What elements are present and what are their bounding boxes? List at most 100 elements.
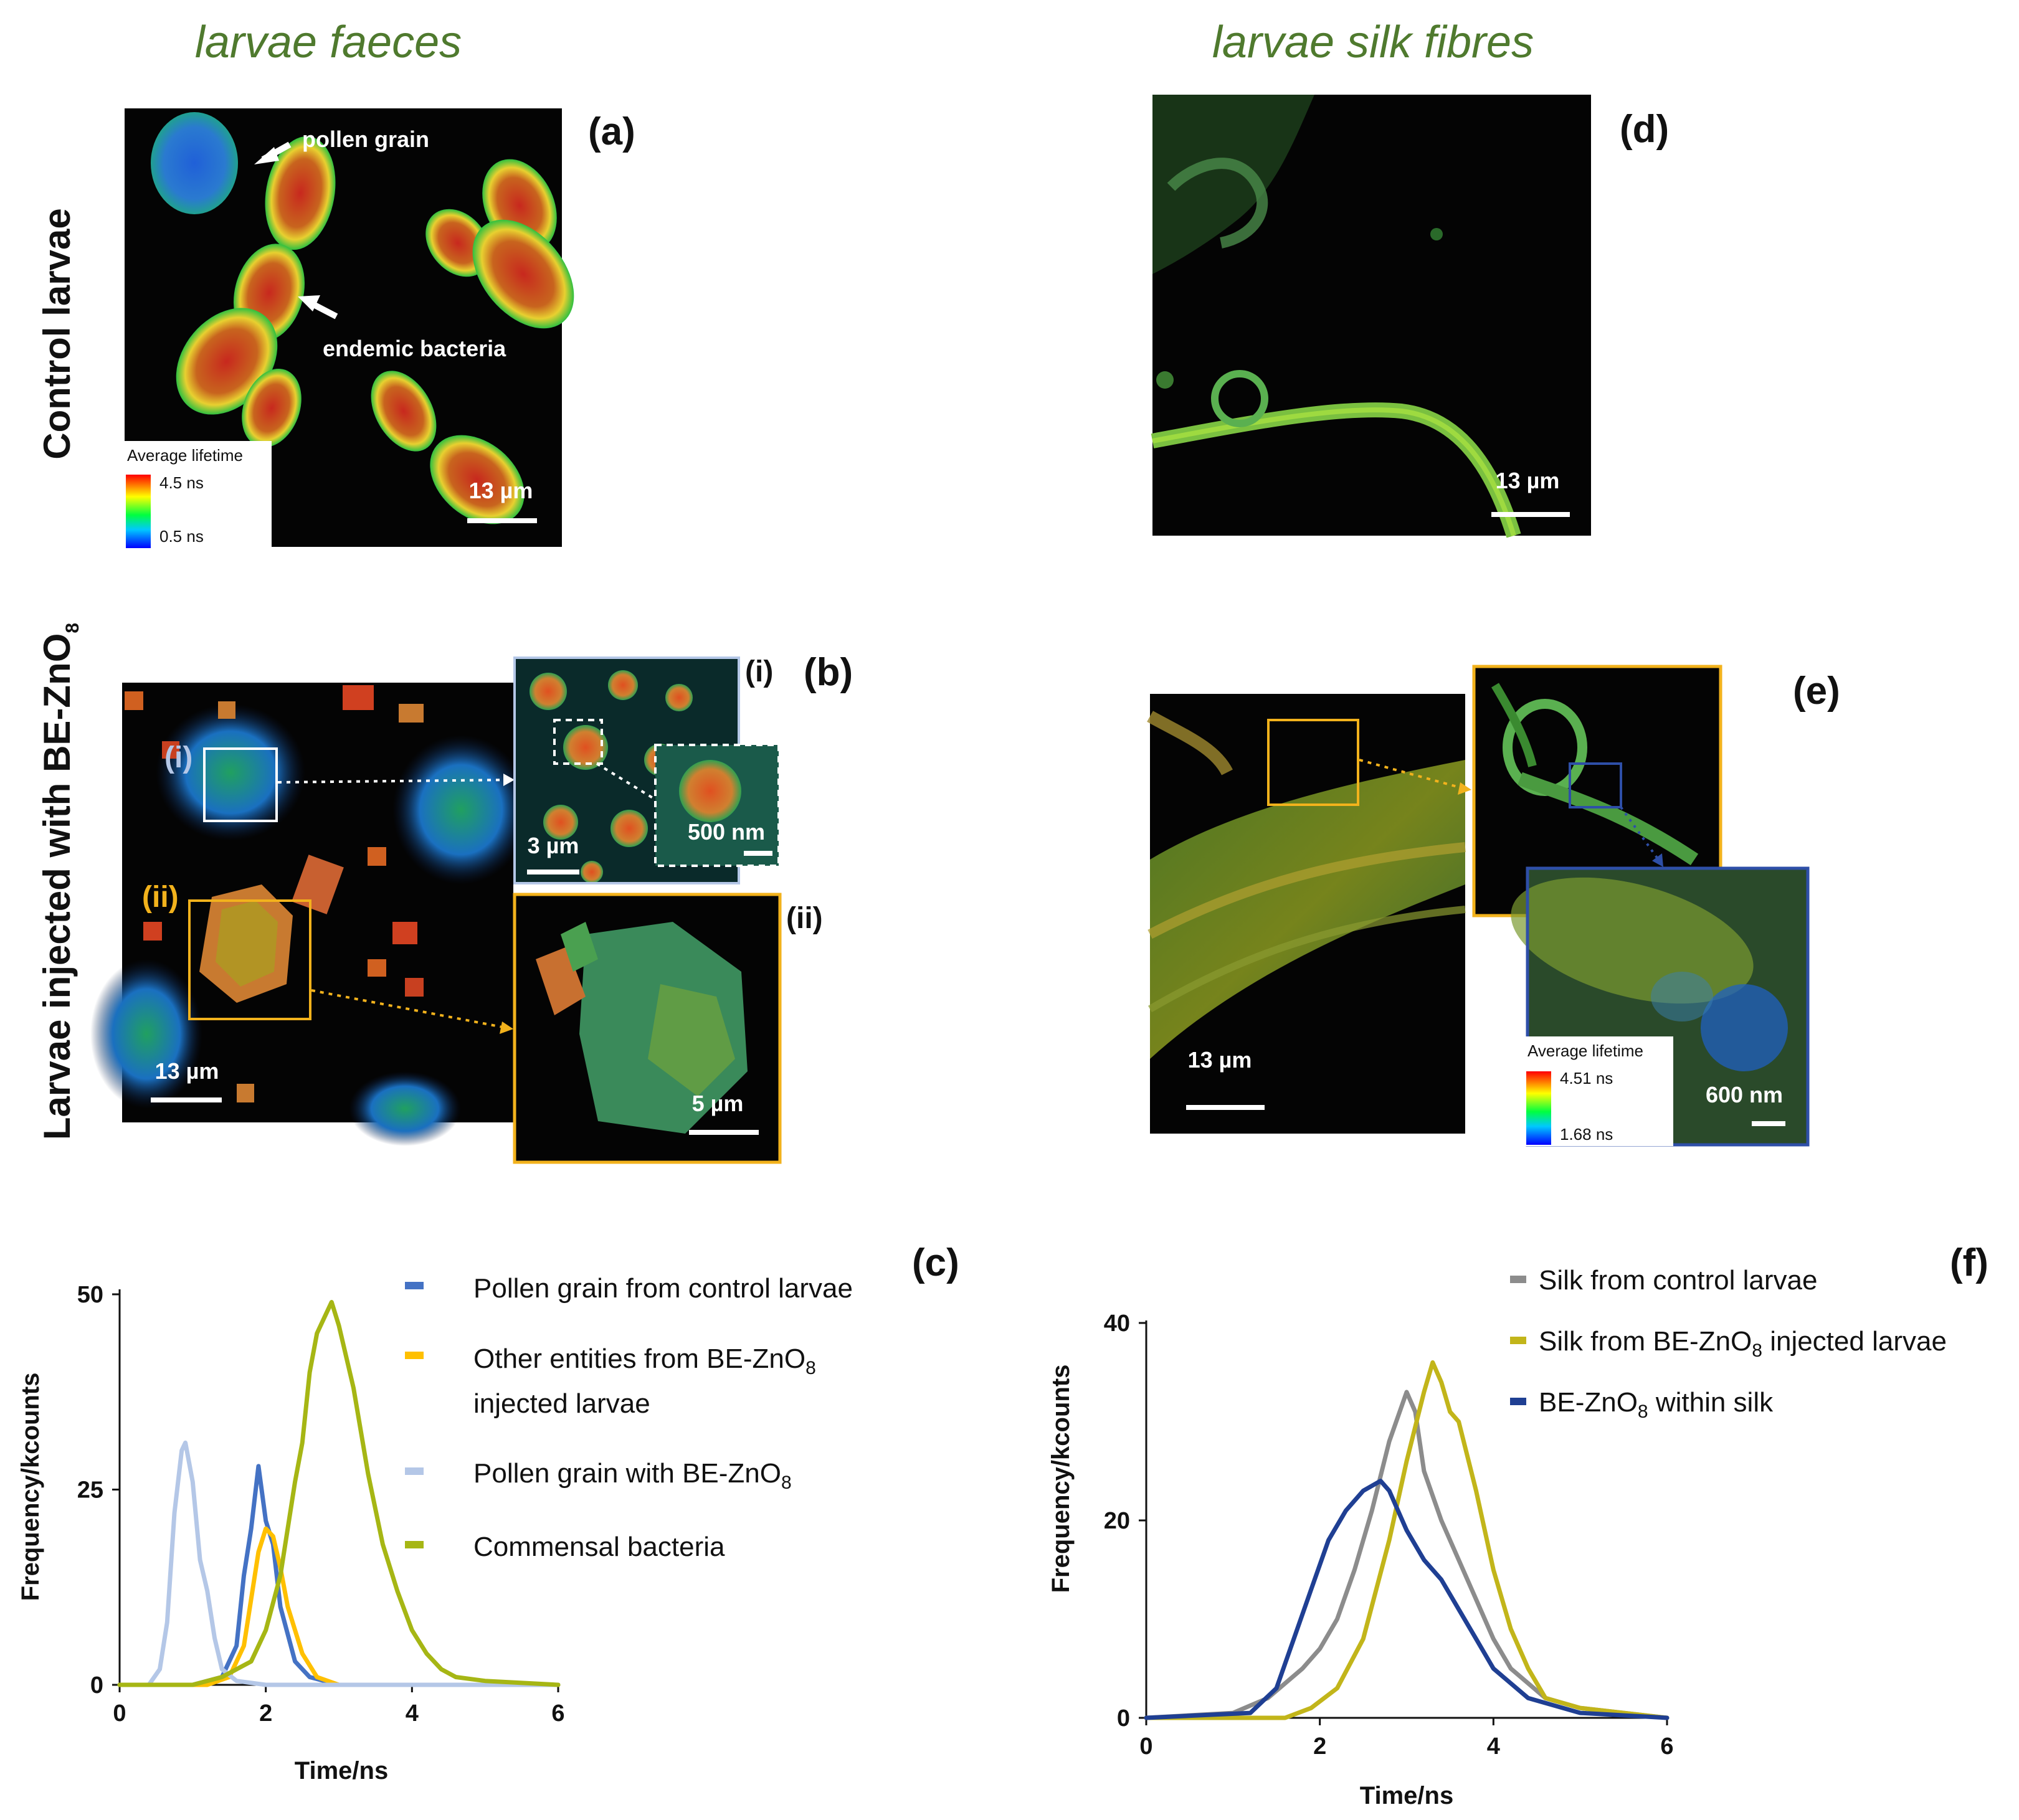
panel-d-scalebar-label: 13 µm <box>1496 468 1560 493</box>
chart-c-legend-swatch-1 <box>405 1352 424 1359</box>
panel-b-link-i <box>277 779 513 784</box>
panel-b-roi-ii <box>188 899 311 1020</box>
panel-e-zoom-scalebar-label: 600 nm <box>1706 1082 1783 1107</box>
chart-c-legend-swatch-0 <box>405 1282 424 1289</box>
panel-a-label: (a) <box>588 110 635 153</box>
panel-b-inset-ii-image <box>515 894 780 1162</box>
row-label-injected-larvae: Larvae injected with BE-ZnO8 <box>36 623 83 1140</box>
panel-b-inset-ii-label: (ii) <box>786 902 823 935</box>
panel-e-colorbar-min: 1.68 ns <box>1560 1125 1613 1144</box>
chart-f-series-line-0 <box>1144 1390 1670 1720</box>
panel-b-link-i-arrowhead <box>503 774 515 786</box>
chart-c-xtick-label-3: 6 <box>551 1700 564 1727</box>
chart-f: (f) 0 20 40 0 2 4 6 Time/ns Frequency/kcounts… <box>1047 1241 1988 1809</box>
chart-f-series-line-1 <box>1144 1360 1670 1720</box>
panel-b-inset-i-label: (i) <box>745 655 773 688</box>
row-label-control-larvae: Control larvae <box>36 208 78 459</box>
chart-c-legend-label-3: Commensal bacteria <box>473 1532 725 1562</box>
chart-f-ytick-label-1: 20 <box>1104 1508 1130 1534</box>
chart-c-ylabel: Frequency/kcounts <box>17 1373 44 1601</box>
panel-b-label: (b) <box>804 651 853 694</box>
chart-c-legend-label-0: Pollen grain from control larvae <box>473 1273 853 1304</box>
panel-a-pollen-label: pollen grain <box>302 126 429 152</box>
chart-c-legend: Pollen grain from control larvae Other e… <box>405 1273 853 1562</box>
panel-e-colorbar-title: Average lifetime <box>1527 1041 1643 1060</box>
chart-f-xtick-label-0: 0 <box>1139 1733 1152 1760</box>
chart-f-legend-label-2-sub: 8 <box>1638 1401 1648 1422</box>
chart-c: (c) 0 25 50 0 2 4 6 Time/ns Frequency/kcounts… <box>17 1241 959 1784</box>
panel-e-roi <box>1267 719 1359 806</box>
panel-e-scalebar-label: 13 µm <box>1188 1047 1252 1073</box>
chart-c-legend-label-2-prefix: Pollen grain with BE-ZnO <box>473 1458 781 1489</box>
chart-c-legend-label-1-sub: 8 <box>805 1358 816 1378</box>
chart-f-series-line-2 <box>1144 1479 1670 1720</box>
panel-b-inset-ii-frame <box>513 893 782 1164</box>
chart-c-legend-label-1: Other entities from BE-ZnO8 <box>473 1344 816 1378</box>
chart-f-legend-label-1-prefix: Silk from BE-ZnO <box>1539 1326 1752 1357</box>
header-larvae-silk-fibres: larvae silk fibres <box>1212 17 1534 67</box>
chart-c-xtick-label-2: 4 <box>406 1700 419 1727</box>
chart-f-label: (f) <box>1950 1241 1988 1284</box>
panel-e-colorbar <box>1525 1036 1673 1146</box>
chart-c-ytick-label-0: 0 <box>90 1672 103 1699</box>
chart-f-legend: Silk from control larvae Silk from BE-Zn… <box>1510 1265 1947 1422</box>
chart-c-ytick-label-1: 25 <box>77 1477 103 1504</box>
chart-f-legend-label-1: Silk from BE-ZnO8 injected larvae <box>1539 1326 1947 1361</box>
panel-b-roi-i-label: (i) <box>164 741 192 774</box>
chart-c-legend-swatch-3 <box>405 1541 424 1548</box>
panel-e-image <box>1147 694 1466 1134</box>
panel-b-scalebar-label: 13 µm <box>155 1058 219 1084</box>
panel-b-inset-ii-scalebar-label: 5 µm <box>692 1091 744 1116</box>
chart-f-legend-label-1-suffix: injected larvae <box>1762 1326 1947 1357</box>
chart-c-legend-label-1-prefix: Other entities from BE-ZnO <box>473 1344 805 1374</box>
panel-b-inset-i-scalebar-label: 3 µm <box>528 833 579 858</box>
header-larvae-faeces: larvae faeces <box>195 17 462 67</box>
panel-a-pollen-arrow <box>254 141 292 164</box>
panel-e-inset-link-arrowhead <box>1652 853 1663 867</box>
panel-b-inset-i-zoom <box>654 744 780 867</box>
panel-d-image <box>1151 95 1591 538</box>
chart-f-legend-label-1-sub: 8 <box>1752 1340 1762 1361</box>
panel-a-colorbar-max: 4.5 ns <box>159 473 204 492</box>
panel-e-inset-roi <box>1569 762 1622 808</box>
panel-e-colorbar-max: 4.51 ns <box>1560 1069 1613 1088</box>
panel-a-scalebar-label: 13 µm <box>469 478 533 503</box>
chart-c-series-line-2 <box>117 1440 561 1687</box>
chart-c-series-line-1 <box>117 1526 561 1687</box>
chart-f-legend-label-2: BE-ZnO8 within silk <box>1539 1387 1774 1422</box>
chart-c-legend-label-2: Pollen grain with BE-ZnO8 <box>473 1458 792 1493</box>
panel-b-inset-i-roi <box>553 719 603 765</box>
panel-b-inset-i-link <box>596 762 659 802</box>
panel-a-bacteria-arrow <box>298 295 338 320</box>
panel-a-colorbar <box>125 441 272 548</box>
chart-f-legend-swatch-1 <box>1510 1337 1526 1344</box>
chart-c-legend-swatch-2 <box>405 1467 424 1475</box>
panel-b-inset-i-zoom-scalebar-label: 500 nm <box>688 819 765 845</box>
panel-e-inset-link <box>1620 806 1660 861</box>
chart-f-xtick-label-3: 6 <box>1660 1733 1673 1760</box>
panel-e-label: (e) <box>1793 670 1840 713</box>
panel-e-link-arrowhead <box>1458 782 1471 795</box>
chart-f-legend-swatch-2 <box>1510 1398 1526 1405</box>
row-label-injected-sub: 8 <box>62 623 83 633</box>
chart-c-xlabel: Time/ns <box>295 1757 388 1784</box>
chart-f-legend-swatch-0 <box>1510 1276 1526 1283</box>
panel-a-colorbar-min: 0.5 ns <box>159 527 204 546</box>
chart-c-legend-label-2-sub: 8 <box>781 1472 792 1493</box>
chart-c-series-line-0 <box>117 1464 561 1687</box>
chart-f-xtick-label-1: 2 <box>1313 1733 1326 1760</box>
panel-a-bacteria-label: endemic bacteria <box>323 336 506 361</box>
panel-b-image <box>90 683 530 1146</box>
panel-e-link <box>1359 759 1465 790</box>
panel-b-roi-i <box>203 747 278 822</box>
chart-c-series-line-3 <box>117 1300 561 1687</box>
chart-f-legend-label-2-suffix: within silk <box>1648 1387 1774 1418</box>
panel-b-link-ii <box>311 989 506 1029</box>
chart-f-ylabel: Frequency/kcounts <box>1047 1365 1075 1593</box>
panel-d-label: (d) <box>1620 108 1669 151</box>
chart-f-legend-label-2-prefix: BE-ZnO <box>1539 1387 1638 1418</box>
row-label-injected-prefix: Larvae injected with BE-ZnO <box>36 633 78 1140</box>
chart-c-xtick-label-0: 0 <box>113 1700 126 1727</box>
panel-a-colorbar-title: Average lifetime <box>127 446 243 465</box>
